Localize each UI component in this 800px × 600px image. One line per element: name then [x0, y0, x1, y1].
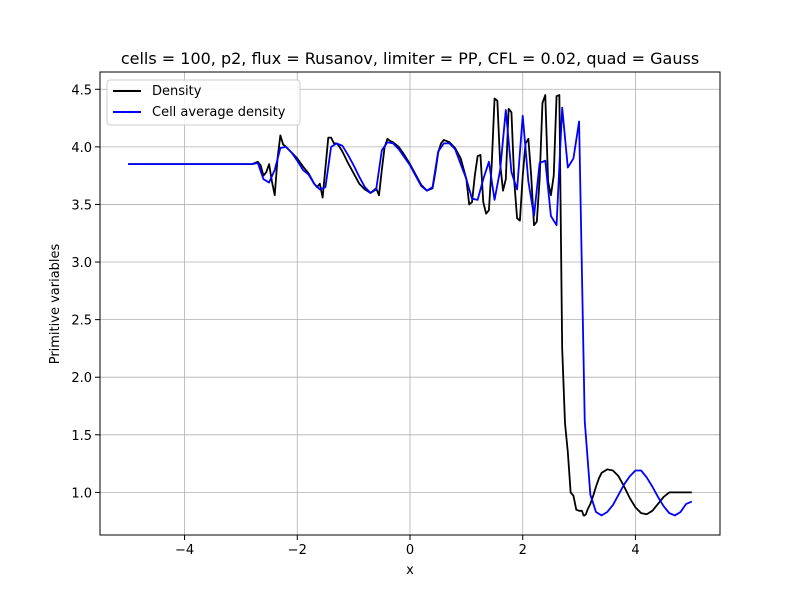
- x-axis-label: x: [406, 563, 414, 578]
- grid-lines: [100, 72, 720, 535]
- x-tick-label: 0: [406, 543, 414, 558]
- legend: Density Cell average density: [106, 79, 301, 126]
- x-tick-label: −4: [175, 543, 194, 558]
- y-tick-label: 4.0: [71, 141, 92, 156]
- y-axis-label: Primitive variables: [48, 243, 63, 364]
- y-tick-label: 2.5: [71, 314, 92, 329]
- y-tick-label: 1.5: [71, 429, 92, 444]
- series-line-density: [128, 94, 692, 517]
- y-tick-label: 1.0: [71, 486, 92, 501]
- y-axis-ticks: 1.0 1.5 2.0 2.5 3.0 3.5 4.0 4.5: [71, 83, 100, 501]
- legend-label-cell-average-density: Cell average density: [152, 105, 286, 120]
- series-layer: [128, 94, 693, 517]
- y-tick-label: 4.5: [71, 83, 92, 98]
- x-tick-label: 2: [519, 543, 527, 558]
- y-tick-label: 2.0: [71, 371, 92, 386]
- x-tick-label: −2: [288, 543, 307, 558]
- legend-label-density: Density: [152, 84, 202, 99]
- y-tick-label: 3.5: [71, 198, 92, 213]
- y-tick-label: 3.0: [71, 256, 92, 271]
- x-axis-ticks: −4 −2 0 2 4: [175, 535, 640, 558]
- chart-title: cells = 100, p2, flux = Rusanov, limiter…: [121, 49, 699, 68]
- series-line-cell-average-density: [128, 106, 693, 517]
- x-tick-label: 4: [631, 543, 639, 558]
- legend-box: [106, 79, 301, 126]
